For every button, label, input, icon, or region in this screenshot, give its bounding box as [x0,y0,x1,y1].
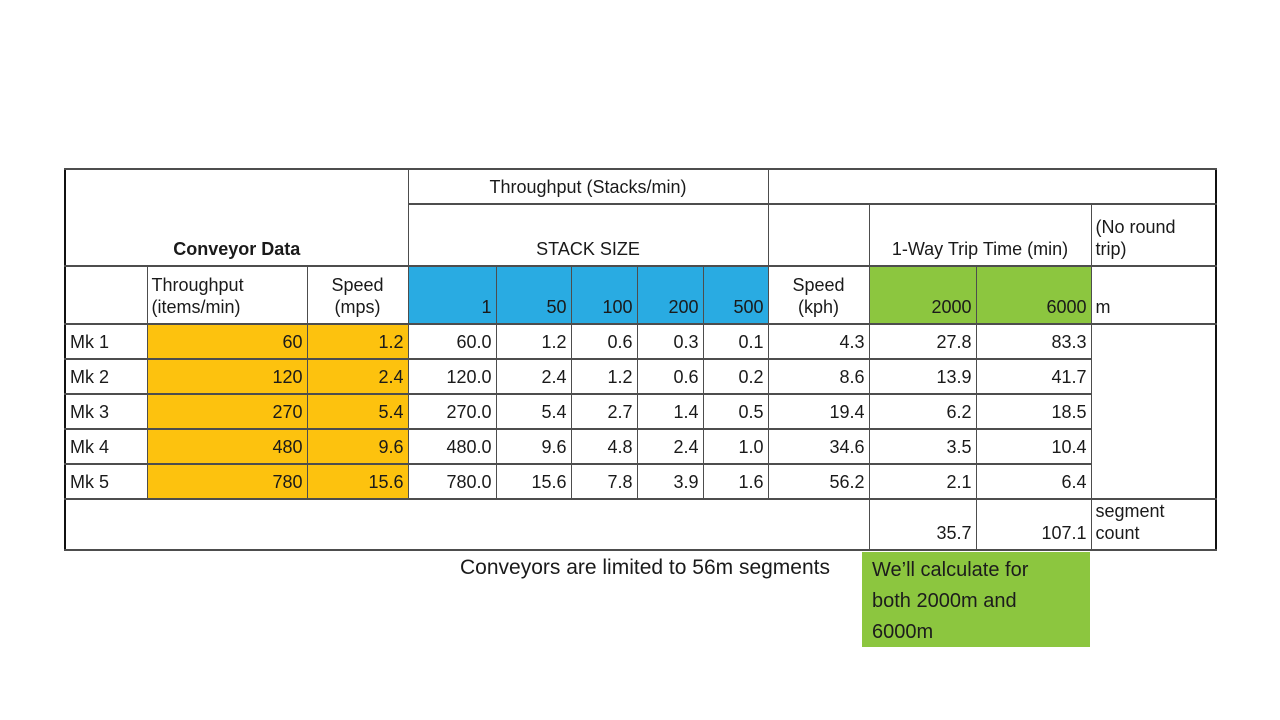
conveyor-data-table: Conveyor Data Throughput (Stacks/min) ST… [64,168,1217,551]
empty-top-right-cell [767,168,1217,205]
distance-2000-header: 2000 [868,265,977,325]
trip-time-header: 1-Way Trip Time (min) [868,203,1092,267]
trip-6000-value: 83.3 [975,323,1092,360]
empty-corner-cell [64,265,148,325]
speed-mps-value: 15.6 [306,463,409,500]
header-row-1: Conveyor Data Throughput (Stacks/min) [64,168,1217,267]
stack-200-value: 2.4 [636,428,704,465]
stack-size-header: STACK SIZE [407,203,769,267]
stack-1-value: 270.0 [407,393,497,430]
speed-kph-value: 4.3 [767,323,870,360]
distance-6000-header: 6000 [975,265,1092,325]
stack-200-value: 0.6 [636,358,704,395]
row-label: Mk 3 [64,393,148,430]
stack-50-value: 15.6 [495,463,572,500]
speed-mps-value: 1.2 [306,323,409,360]
table-row-mk2: Mk 2 120 2.4 120.0 2.4 1.2 0.6 0.2 8.6 1… [64,358,1216,395]
table-row-mk3: Mk 3 270 5.4 270.0 5.4 2.7 1.4 0.5 19.4 … [64,393,1216,430]
footer-row: 35.7 107.1 segment count [64,498,1217,551]
throughput-items-value: 480 [146,428,308,465]
stack-50-value: 5.4 [495,393,572,430]
throughput-stacks-header: Throughput (Stacks/min) [407,168,769,205]
throughput-items-header: Throughput (items/min) [146,265,308,325]
row-label: Mk 4 [64,428,148,465]
trip-2000-value: 2.1 [868,463,977,500]
footer-trip-6000-value: 107.1 [975,498,1092,551]
stack-500-value: 1.0 [702,428,769,465]
empty-cell [767,203,870,267]
throughput-items-value: 120 [146,358,308,395]
speed-kph-header: Speed (kph) [767,265,870,325]
trip-6000-value: 18.5 [975,393,1092,430]
stack-100-value: 1.2 [570,358,638,395]
segment-count-label: segment count [1090,498,1217,551]
stack-50-value: 1.2 [495,323,572,360]
trip-6000-value: 41.7 [975,358,1092,395]
stack-size-500-header: 500 [702,265,769,325]
stack-1-value: 780.0 [407,463,497,500]
throughput-items-value: 270 [146,393,308,430]
row-label: Mk 2 [64,358,148,395]
speed-mps-value: 9.6 [306,428,409,465]
no-round-trip-header: (No round trip) [1090,203,1217,267]
stack-size-200-header: 200 [636,265,704,325]
table-row-mk1: Mk 1 60 1.2 60.0 1.2 0.6 0.3 0.1 4.3 27.… [64,323,1217,500]
stack-500-value: 0.2 [702,358,769,395]
trip-2000-value: 27.8 [868,323,977,360]
segment-limit-caption: Conveyors are limited to 56m segments [460,556,830,579]
stack-500-value: 0.1 [702,323,769,360]
stack-100-value: 0.6 [570,323,638,360]
stack-size-50-header: 50 [495,265,572,325]
footer-trip-2000-value: 35.7 [868,498,977,551]
trip-2000-value: 13.9 [868,358,977,395]
empty-merged-cell [1090,323,1217,500]
speed-kph-value: 8.6 [767,358,870,395]
speed-mps-value: 5.4 [306,393,409,430]
speed-kph-value: 19.4 [767,393,870,430]
header-row-2: STACK SIZE 1-Way Trip Time (min) (No rou… [65,203,1217,267]
stack-100-value: 4.8 [570,428,638,465]
distance-unit-label: m [1090,265,1217,325]
trip-6000-value: 6.4 [975,463,1092,500]
throughput-items-value: 780 [146,463,308,500]
stack-size-100-header: 100 [570,265,638,325]
row-label: Mk 5 [64,463,148,500]
column-header-row: Throughput (items/min) Speed (mps) 1 50 … [64,265,1217,325]
calculation-callout-box: We’ll calculate for both 2000m and 6000m [862,552,1090,647]
stack-200-value: 0.3 [636,323,704,360]
throughput-items-value: 60 [146,323,308,360]
stack-50-value: 9.6 [495,428,572,465]
stack-size-1-header: 1 [407,265,497,325]
stack-500-value: 1.6 [702,463,769,500]
speed-kph-value: 56.2 [767,463,870,500]
table-title: Conveyor Data [64,168,409,267]
stack-500-value: 0.5 [702,393,769,430]
table-row-mk4: Mk 4 480 9.6 480.0 9.6 4.8 2.4 1.0 34.6 … [64,428,1216,465]
speed-mps-header: Speed (mps) [306,265,409,325]
trip-6000-value: 10.4 [975,428,1092,465]
row-label: Mk 1 [64,323,148,360]
stack-200-value: 3.9 [636,463,704,500]
speed-mps-value: 2.4 [306,358,409,395]
stack-100-value: 7.8 [570,463,638,500]
table-row-mk5: Mk 5 780 15.6 780.0 15.6 7.8 3.9 1.6 56.… [64,463,1216,500]
speed-kph-value: 34.6 [767,428,870,465]
stack-100-value: 2.7 [570,393,638,430]
trip-2000-value: 6.2 [868,393,977,430]
stack-1-value: 60.0 [407,323,497,360]
empty-footer-cell [64,498,870,551]
stack-50-value: 2.4 [495,358,572,395]
trip-2000-value: 3.5 [868,428,977,465]
stack-1-value: 480.0 [407,428,497,465]
stack-1-value: 120.0 [407,358,497,395]
stack-200-value: 1.4 [636,393,704,430]
